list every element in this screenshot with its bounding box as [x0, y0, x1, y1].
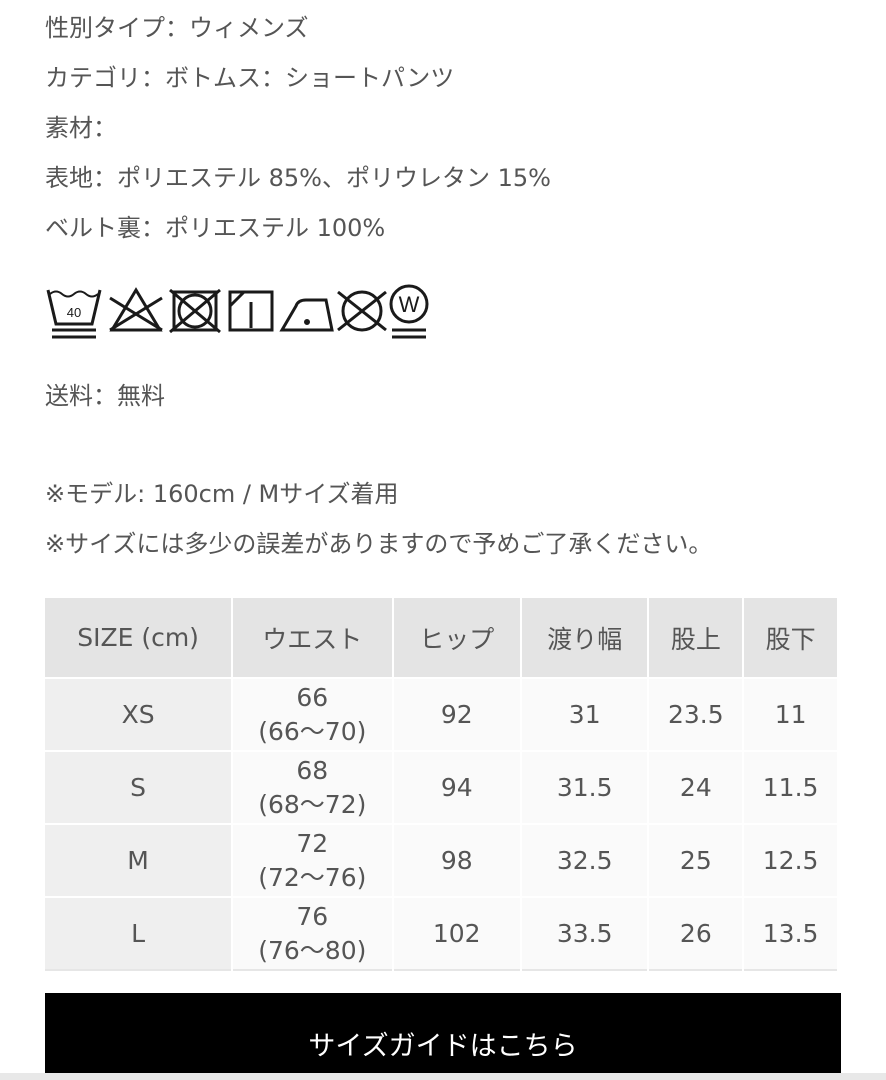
header-waist: ウエスト — [233, 598, 392, 677]
header-thigh: 渡り幅 — [521, 598, 648, 677]
table-header-row: SIZE (cm) ウエスト ヒップ 渡り幅 股上 股下 — [45, 598, 837, 677]
material-label: 素材： — [45, 114, 117, 142]
waist-range: (66〜70) — [258, 716, 367, 746]
cell-thigh: 32.5 — [521, 825, 648, 896]
waist-value: 76 — [296, 901, 329, 931]
cell-hip: 94 — [393, 752, 520, 823]
category: カテゴリ：ボトムス：ショートパンツ — [45, 64, 455, 92]
svg-text:40: 40 — [67, 305, 81, 320]
header-hip: ヒップ — [393, 598, 520, 677]
waist-value: 68 — [296, 755, 329, 785]
gender-type: 性別タイプ：ウィメンズ — [45, 14, 309, 42]
model-note: ※モデル: 160cm / Mサイズ着用 — [45, 480, 399, 508]
cell-waist: 76 (76〜80) — [233, 898, 392, 971]
shipping: 送料：無料 — [45, 382, 165, 410]
cell-rise: 23.5 — [649, 679, 743, 750]
iron-low-icon — [279, 298, 334, 332]
wet-clean-gentle-icon: W — [389, 284, 429, 339]
header-rise: 股上 — [649, 598, 743, 677]
size-guide-button[interactable]: サイズガイドはこちら — [45, 993, 841, 1073]
table-row: L 76 (76〜80) 102 33.5 26 13.5 — [45, 898, 837, 971]
waist-range: (68〜72) — [258, 789, 367, 819]
waist-value: 66 — [296, 682, 329, 712]
cell-thigh: 31.5 — [521, 752, 648, 823]
cell-hip: 102 — [393, 898, 520, 971]
header-inseam: 股下 — [744, 598, 837, 677]
wash-40-gentle-icon: 40 — [46, 289, 102, 339]
header-size: SIZE (cm) — [45, 598, 232, 677]
cell-waist: 68 (68〜72) — [233, 752, 392, 823]
cell-hip: 98 — [393, 825, 520, 896]
waist-range: (72〜76) — [258, 862, 367, 892]
size-table: SIZE (cm) ウエスト ヒップ 渡り幅 股上 股下 XS 66 (66〜70… — [43, 596, 839, 973]
cell-rise: 26 — [649, 898, 743, 971]
cell-size: M — [45, 825, 232, 896]
cell-rise: 24 — [649, 752, 743, 823]
table-row: S 68 (68〜72) 94 31.5 24 11.5 — [45, 752, 837, 823]
cell-size: S — [45, 752, 232, 823]
no-dry-clean-icon — [337, 290, 387, 332]
no-tumble-dry-icon — [169, 288, 221, 334]
svg-text:W: W — [399, 292, 420, 317]
line-dry-shade-icon — [228, 290, 274, 332]
table-row: M 72 (72〜76) 98 32.5 25 12.5 — [45, 825, 837, 896]
table-row: XS 66 (66〜70) 92 31 23.5 11 — [45, 679, 837, 750]
cell-inseam: 13.5 — [744, 898, 837, 971]
cell-hip: 92 — [393, 679, 520, 750]
cell-waist: 72 (72〜76) — [233, 825, 392, 896]
cell-rise: 25 — [649, 825, 743, 896]
no-bleach-icon — [109, 287, 163, 332]
bottom-toolbar-edge — [0, 1073, 886, 1080]
cell-size: XS — [45, 679, 232, 750]
cell-inseam: 11 — [744, 679, 837, 750]
cell-thigh: 33.5 — [521, 898, 648, 971]
cell-inseam: 11.5 — [744, 752, 837, 823]
waist-range: (76〜80) — [258, 935, 367, 965]
cell-size: L — [45, 898, 232, 971]
cell-waist: 66 (66〜70) — [233, 679, 392, 750]
care-icons: 40 W — [46, 284, 429, 339]
waist-value: 72 — [296, 828, 329, 858]
cell-thigh: 31 — [521, 679, 648, 750]
cell-inseam: 12.5 — [744, 825, 837, 896]
material-outer: 表地：ポリエステル 85%、ポリウレタン 15% — [45, 164, 551, 192]
size-tolerance-note: ※サイズには多少の誤差がありますので予めご了承ください。 — [45, 530, 713, 558]
material-belt-lining: ベルト裏：ポリエステル 100% — [45, 214, 386, 242]
